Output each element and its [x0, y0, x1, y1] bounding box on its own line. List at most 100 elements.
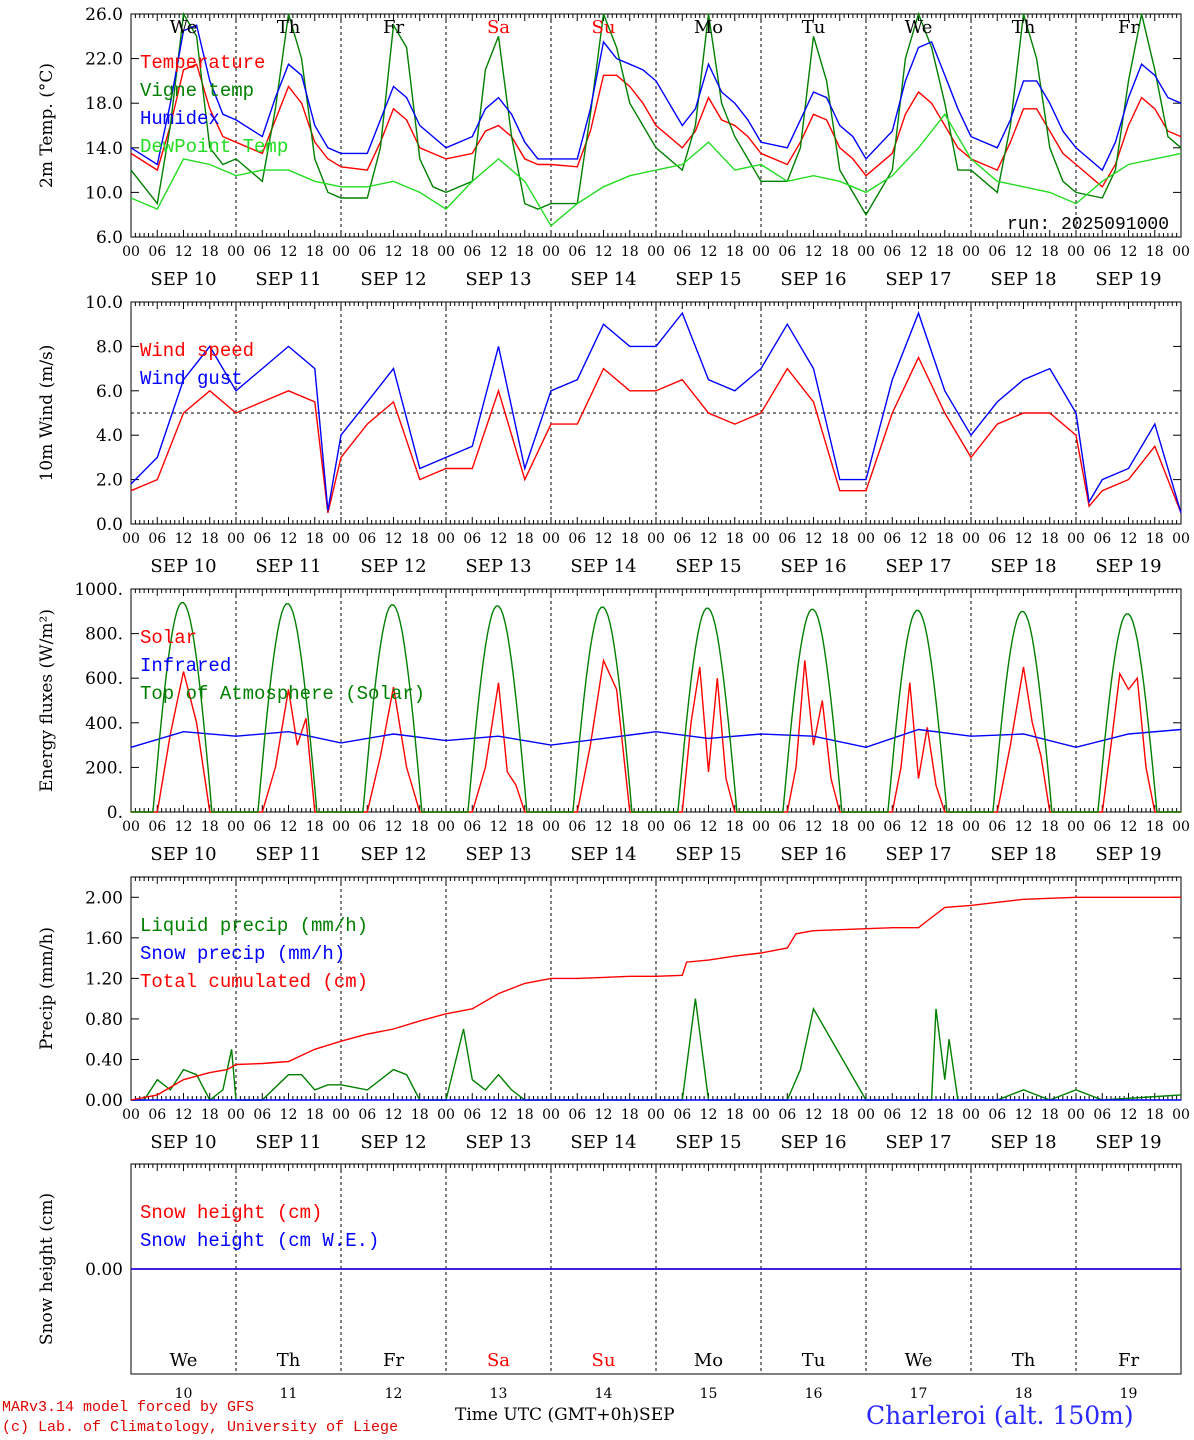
wind-ytick-label: 10.0 — [85, 293, 123, 313]
wind-date-label: SEP 15 — [675, 556, 741, 577]
wind-hour-label: 18 — [831, 531, 849, 547]
energy-hour-label: 12 — [490, 819, 508, 835]
precip-legend-entry: Total cumulated (cm) — [140, 971, 368, 993]
temperature-hour-label: 12 — [175, 244, 193, 260]
temperature-date-label: SEP 16 — [780, 269, 846, 290]
energy-ytick-label: 800. — [85, 625, 123, 645]
energy-date-label: SEP 14 — [570, 844, 636, 865]
day-name-label: Su — [592, 1350, 616, 1371]
snow-ylabel: Snow height (cm) — [37, 1193, 57, 1345]
day-name-label: Tu — [802, 17, 826, 38]
x-axis-month: SEP — [639, 1405, 675, 1425]
precip-series-line — [131, 998, 1182, 1102]
precip-hour-label: 12 — [280, 1107, 298, 1123]
wind-hour-label: 06 — [568, 531, 586, 547]
precip-hour-label: 06 — [778, 1107, 796, 1123]
temperature-hour-label: 12 — [1120, 244, 1138, 260]
temperature-date-label: SEP 12 — [360, 269, 426, 290]
temperature-series-line — [130, 11, 1182, 217]
energy-hour-label: 00 — [1172, 819, 1190, 835]
precip-date-label: SEP 12 — [360, 1132, 426, 1153]
wind-hour-label: 06 — [253, 531, 271, 547]
energy-hour-label: 12 — [385, 819, 403, 835]
temperature-hour-label: 18 — [411, 244, 429, 260]
energy-hour-label: 00 — [962, 819, 980, 835]
energy-hour-label: 12 — [175, 819, 193, 835]
precip-hour-label: 00 — [857, 1107, 875, 1123]
energy-hour-label: 18 — [201, 819, 219, 835]
wind-hour-label: 12 — [1015, 531, 1033, 547]
energy-date-label: SEP 15 — [675, 844, 741, 865]
energy-ylabel: Energy fluxes (W/m²) — [37, 609, 57, 792]
energy-hour-label: 12 — [280, 819, 298, 835]
precip-hour-label: 00 — [227, 1107, 245, 1123]
temperature-series-line — [130, 24, 1182, 172]
day-number-label: 19 — [1120, 1386, 1138, 1402]
energy-hour-label: 18 — [1041, 819, 1059, 835]
temperature-ytick-label: 14.0 — [85, 139, 123, 159]
wind-date-label: SEP 17 — [885, 556, 951, 577]
precip-hour-label: 18 — [306, 1107, 324, 1123]
day-number-label: 15 — [700, 1386, 718, 1402]
wind-hour-label: 00 — [647, 531, 665, 547]
precip-hour-label: 12 — [595, 1107, 613, 1123]
energy-hour-label: 00 — [647, 819, 665, 835]
precip-hour-label: 06 — [148, 1107, 166, 1123]
wind-hour-label: 18 — [201, 531, 219, 547]
temperature-hour-label: 00 — [437, 244, 455, 260]
temperature-ytick-label: 26.0 — [85, 5, 123, 25]
precip-ytick-label: 0.00 — [85, 1091, 123, 1111]
precip-ytick-label: 0.80 — [85, 1010, 123, 1030]
temperature-hour-label: 00 — [1067, 244, 1085, 260]
precip-ytick-label: 1.20 — [85, 969, 123, 989]
energy-hour-label: 00 — [752, 819, 770, 835]
energy-hour-label: 18 — [306, 819, 324, 835]
wind-hour-label: 00 — [752, 531, 770, 547]
temperature-date-label: SEP 10 — [150, 269, 216, 290]
precip-hour-label: 00 — [542, 1107, 560, 1123]
temperature-hour-label: 12 — [1015, 244, 1033, 260]
temperature-date-label: SEP 13 — [465, 269, 531, 290]
wind-hour-label: 06 — [988, 531, 1006, 547]
temperature-ytick-label: 10.0 — [85, 183, 123, 203]
energy-hour-label: 00 — [542, 819, 560, 835]
precip-hour-label: 18 — [726, 1107, 744, 1123]
wind-date-label: SEP 12 — [360, 556, 426, 577]
temperature-series-line — [130, 113, 1182, 227]
temperature-hour-label: 18 — [1041, 244, 1059, 260]
precip-hour-label: 12 — [1120, 1107, 1138, 1123]
wind-hour-label: 12 — [385, 531, 403, 547]
energy-date-label: SEP 11 — [255, 844, 321, 865]
day-name-label: We — [905, 1350, 933, 1371]
energy-hour-label: 18 — [411, 819, 429, 835]
energy-hour-label: 12 — [700, 819, 718, 835]
energy-hour-label: 00 — [227, 819, 245, 835]
energy-hour-label: 00 — [1067, 819, 1085, 835]
model-credit: MARv3.14 model forced by GFS — [2, 1399, 255, 1416]
temperature-date-label: SEP 19 — [1095, 269, 1161, 290]
wind-hour-label: 18 — [1041, 531, 1059, 547]
energy-hour-label: 06 — [253, 819, 271, 835]
precip-date-label: SEP 17 — [885, 1132, 951, 1153]
energy-series-line — [131, 657, 1181, 813]
day-name-label: Fr — [383, 1350, 404, 1371]
precip-date-label: SEP 18 — [990, 1132, 1056, 1153]
precip-date-label: SEP 16 — [780, 1132, 846, 1153]
wind-date-label: SEP 11 — [255, 556, 321, 577]
wind-panel — [130, 301, 1182, 525]
day-name-label: We — [905, 17, 933, 38]
wind-hour-label: 06 — [883, 531, 901, 547]
energy-date-label: SEP 10 — [150, 844, 216, 865]
energy-hour-label: 06 — [463, 819, 481, 835]
precip-ylabel: Precip (mm/h) — [37, 927, 57, 1050]
precip-ytick-label: 2.00 — [85, 888, 123, 908]
precip-hour-label: 18 — [621, 1107, 639, 1123]
wind-hour-label: 06 — [463, 531, 481, 547]
temperature-date-label: SEP 15 — [675, 269, 741, 290]
temperature-hour-label: 00 — [332, 244, 350, 260]
temperature-hour-label: 00 — [227, 244, 245, 260]
day-name-label: Th — [277, 1350, 301, 1371]
energy-legend-entry: Infrared — [140, 655, 231, 677]
temperature-legend-entry: Temperature — [140, 52, 265, 74]
